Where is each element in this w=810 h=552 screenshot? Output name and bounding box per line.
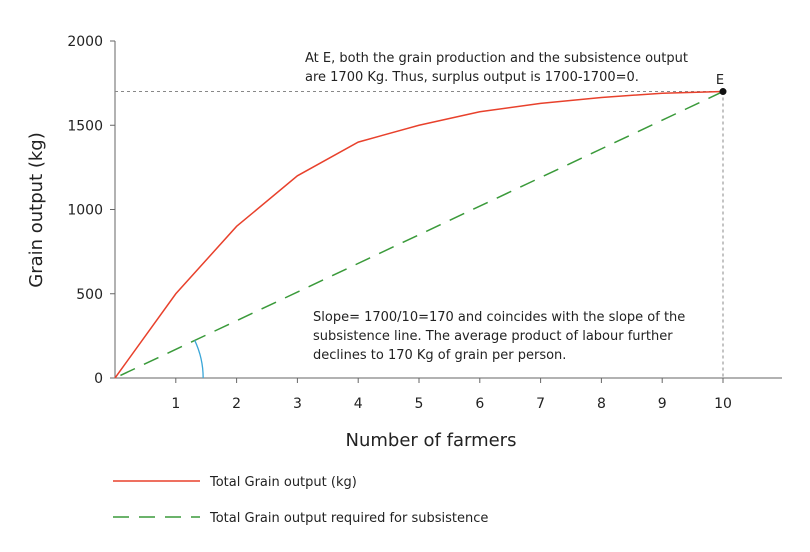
x-tick-label: 7 <box>536 396 545 412</box>
y-tick-label: 500 <box>76 287 103 303</box>
x-tick-label: 2 <box>232 396 241 412</box>
y-tick-label: 2000 <box>67 34 103 50</box>
annotation-bottom-line2: subsistence line. The average product of… <box>313 329 673 344</box>
series-line-total-grain <box>114 90 724 379</box>
x-tick-label: 9 <box>658 396 667 412</box>
annotation-top-line1: At E, both the grain production and the … <box>305 51 688 66</box>
y-axis-label: Grain output (kg) <box>26 132 47 288</box>
annotation-bottom-line1: Slope= 1700/10=170 and coincides with th… <box>313 310 685 325</box>
y-tick-label: 1000 <box>67 203 103 219</box>
legend-label-total: Total Grain output (kg) <box>209 475 357 490</box>
legend-label-subsistence: Total Grain output required for subsiste… <box>209 511 488 526</box>
y-tick-label: 0 <box>94 371 103 387</box>
axes: 1 2 3 4 5 6 7 8 9 10 0 500 1000 1500 2000 <box>67 34 782 412</box>
x-tick-label: 8 <box>597 396 606 412</box>
annotation-bottom-line3: declines to 170 Kg of grain per person. <box>313 348 566 363</box>
x-tick-label: 10 <box>714 396 732 412</box>
annotation-top-line2: are 1700 Kg. Thus, surplus output is 170… <box>305 70 639 85</box>
point-e-label: E <box>716 73 724 88</box>
point-e-marker <box>719 88 727 96</box>
series-line-subsistence <box>114 90 724 379</box>
y-tick-label: 1500 <box>67 118 103 134</box>
x-tick-label: 5 <box>415 396 424 412</box>
series-group <box>114 88 727 379</box>
x-tick-label: 6 <box>475 396 484 412</box>
x-tick-label: 3 <box>293 396 302 412</box>
slope-angle-arc <box>194 340 204 379</box>
x-axis-label: Number of farmers <box>346 430 517 451</box>
guide-lines <box>115 91 724 378</box>
x-tick-label: 1 <box>171 396 180 412</box>
x-tick-label: 4 <box>354 396 363 412</box>
